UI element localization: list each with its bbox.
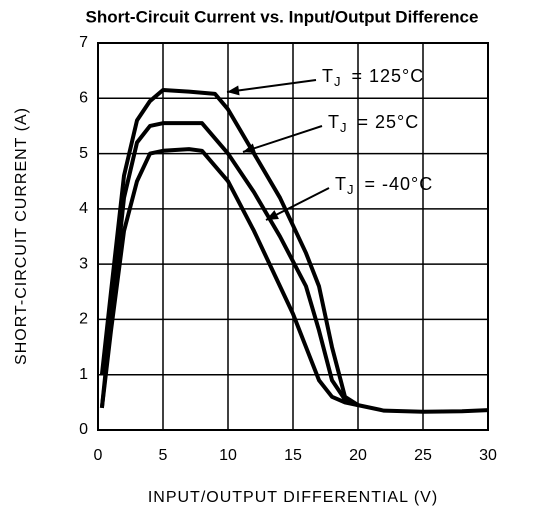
series-annotation: TJ = 25°C	[328, 112, 419, 136]
x-axis-label: INPUT/OUTPUT DIFFERENTIAL (V)	[148, 489, 438, 506]
annotation-main: T	[328, 112, 340, 132]
y-tick-label: 0	[79, 421, 88, 438]
series-annotation: TJ = -40°C	[335, 174, 433, 198]
x-tick-label: 15	[284, 447, 302, 464]
series-line	[99, 147, 359, 409]
arrow-head	[243, 143, 256, 153]
x-tick-label: 0	[94, 447, 103, 464]
y-tick-label: 4	[79, 200, 88, 217]
annotation-main: T	[335, 174, 347, 194]
annotation-subscript: J	[334, 74, 342, 89]
series-line	[99, 87, 489, 414]
y-tick-label: 2	[79, 311, 88, 328]
y-tick-label: 7	[79, 34, 88, 51]
x-tick-label: 30	[479, 447, 497, 464]
annotation-subscript: J	[347, 182, 355, 197]
annotation-rest: = 25°C	[358, 112, 420, 132]
y-tick-label: 3	[79, 255, 88, 272]
chart-title: Short-Circuit Current vs. Input/Output D…	[86, 7, 479, 26]
series-annotation: TJ = 125°C	[322, 66, 424, 90]
annotation-rest: = -40°C	[365, 174, 434, 194]
arrow-head	[266, 210, 279, 220]
x-tick-label: 5	[159, 447, 168, 464]
series-line	[99, 121, 359, 409]
x-tick-label: 20	[349, 447, 367, 464]
plot-frame	[97, 42, 489, 431]
y-axis-label: SHORT-CIRCUIT CURRENT (A)	[13, 107, 30, 365]
annotation-subscript: J	[340, 120, 348, 135]
annotation-arrow	[226, 79, 317, 93]
x-tick-label: 25	[414, 447, 432, 464]
annotation-main: T	[322, 66, 334, 86]
annotation-arrow	[242, 125, 323, 153]
y-tick-label: 1	[79, 366, 88, 383]
x-tick-label: 10	[219, 447, 237, 464]
annotation-rest: = 125°C	[352, 66, 425, 86]
y-tick-label: 6	[79, 90, 88, 107]
y-tick-label: 5	[79, 145, 88, 162]
arrow-head	[227, 85, 240, 96]
